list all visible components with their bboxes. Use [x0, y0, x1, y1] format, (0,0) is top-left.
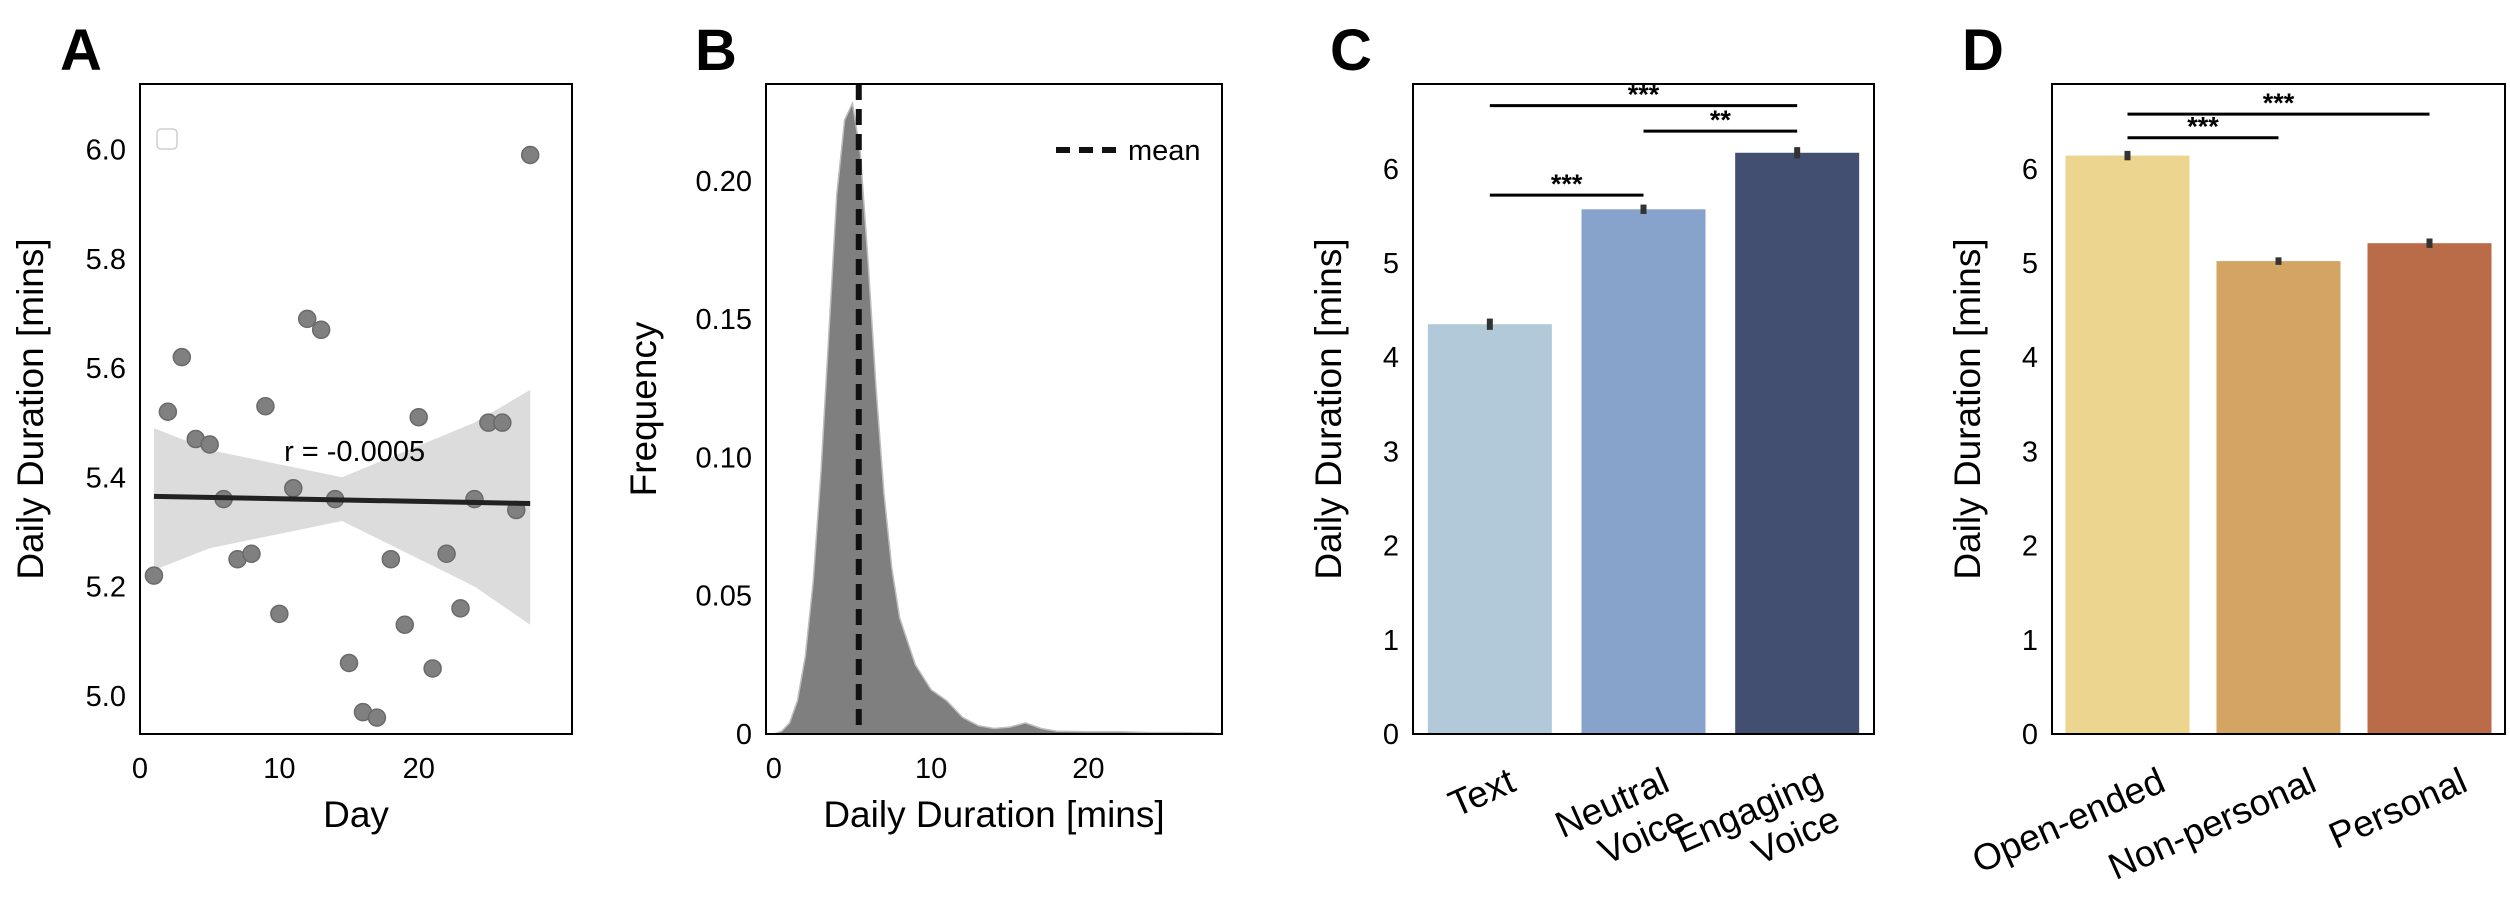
- y-tick-label: 5.0: [86, 681, 126, 713]
- y-tick-label: 0: [2022, 719, 2038, 751]
- x-tick-label: 10: [915, 753, 947, 785]
- bar: [1581, 209, 1706, 734]
- scatter-point: [158, 402, 178, 421]
- x-tick-label: 0: [766, 753, 782, 785]
- y-tick-label: 3: [2022, 436, 2038, 468]
- kde-area: [773, 100, 1215, 735]
- scatter-point: [339, 653, 359, 673]
- panel-letter-c: C: [1330, 18, 1372, 83]
- significance-label: ***: [2263, 88, 2295, 118]
- scatter-point: [409, 407, 428, 427]
- y-tick-label: 4: [1383, 342, 1399, 374]
- y-axis-label: Daily Duration [mins]: [1308, 238, 1349, 579]
- scatter-point: [367, 708, 387, 727]
- scatter-point: [395, 615, 415, 635]
- scatter-point: [256, 397, 275, 416]
- scatter-point: [520, 145, 540, 165]
- y-tick-label: 3: [1383, 436, 1399, 468]
- x-axis-label: Daily Duration [mins]: [823, 794, 1164, 835]
- y-tick-label: 2: [2022, 531, 2038, 563]
- category-label: Text: [1442, 760, 1521, 825]
- legend-box: [156, 128, 178, 150]
- plot-frame: [2051, 83, 2506, 735]
- scatter-point: [200, 435, 219, 454]
- panel-b: B mean 0 0.05 0.10 0.15 0.20 0 10 20 Frequency Dai…: [623, 18, 1223, 835]
- y-tick-label: 5.6: [86, 353, 126, 385]
- significance-label: ***: [1551, 169, 1583, 199]
- legend-mean-label: mean: [1128, 135, 1201, 167]
- panel-letter-d: D: [1962, 18, 2004, 83]
- regression-line: [153, 493, 531, 506]
- scatter-point: [144, 566, 164, 585]
- y-tick-label: 0.15: [696, 304, 752, 336]
- bar: [2367, 243, 2492, 735]
- significance-label: ***: [2187, 112, 2219, 142]
- bar: [2216, 261, 2341, 734]
- y-axis-label: Daily Duration [mins]: [1947, 238, 1988, 579]
- scatter-point: [493, 413, 512, 432]
- significance-label: **: [1710, 105, 1732, 135]
- y-axis-label: Daily Duration [mins]: [10, 238, 51, 579]
- scatter-point: [423, 659, 442, 678]
- y-tick-label: 1: [2022, 625, 2038, 657]
- y-tick-label: 6: [2022, 154, 2038, 186]
- scatter-point: [437, 544, 456, 563]
- scatter-point: [311, 320, 331, 340]
- bar: [1735, 152, 1860, 734]
- x-tick-label: 20: [403, 753, 435, 785]
- correlation-annotation: r = -0.0005: [284, 436, 425, 468]
- panel-letter-a: A: [60, 18, 102, 83]
- x-tick-label: 10: [263, 753, 295, 785]
- category-label: EngagingVoice: [1669, 760, 1846, 899]
- y-tick-label: 0.05: [696, 581, 752, 613]
- y-tick-label: 6: [1383, 154, 1399, 186]
- scatter-point: [242, 544, 261, 563]
- scatter-point: [172, 347, 192, 367]
- y-tick-label: 5.2: [86, 572, 126, 604]
- y-axis-label: Frequency: [623, 321, 664, 496]
- plot-frame: [139, 83, 573, 735]
- scatter-point: [465, 489, 484, 509]
- bar: [2065, 155, 2190, 734]
- y-tick-label: 4: [2022, 342, 2038, 374]
- scatter-point: [270, 604, 289, 624]
- scatter-point: [381, 549, 401, 569]
- y-tick-label: 0: [736, 719, 752, 751]
- y-tick-label: 5.8: [86, 244, 126, 276]
- plot-frame: [765, 83, 1223, 735]
- y-tick-label: 1: [1383, 625, 1399, 657]
- panel-letter-b: B: [695, 18, 737, 83]
- y-tick-label: 0.10: [696, 442, 752, 474]
- y-tick-label: 0.20: [696, 166, 752, 198]
- category-label-line: Text: [1442, 760, 1521, 825]
- scatter-point: [284, 478, 303, 498]
- y-tick-label: 5: [2022, 248, 2038, 280]
- panel-a: A r = -0.0005 5.0 5.2 5.4 5.6 5.8 6.0 0 10 20 Dail…: [10, 18, 573, 835]
- category-label-line: Personal: [2323, 760, 2473, 857]
- y-tick-label: 0: [1383, 719, 1399, 751]
- category-label: Personal: [2323, 760, 2473, 857]
- bar: [1427, 324, 1552, 734]
- x-tick-label: 0: [132, 753, 148, 785]
- y-tick-label: 5.4: [86, 462, 126, 494]
- x-axis-label: Day: [323, 794, 389, 835]
- scatter-point: [297, 309, 317, 329]
- scatter-point: [451, 599, 470, 618]
- plot-frame: [1412, 83, 1875, 735]
- y-tick-label: 2: [1383, 531, 1399, 563]
- y-tick-label: 6.0: [86, 135, 126, 167]
- y-tick-label: 5: [1383, 248, 1399, 280]
- confidence-band: [153, 389, 531, 625]
- x-tick-label: 20: [1072, 753, 1104, 785]
